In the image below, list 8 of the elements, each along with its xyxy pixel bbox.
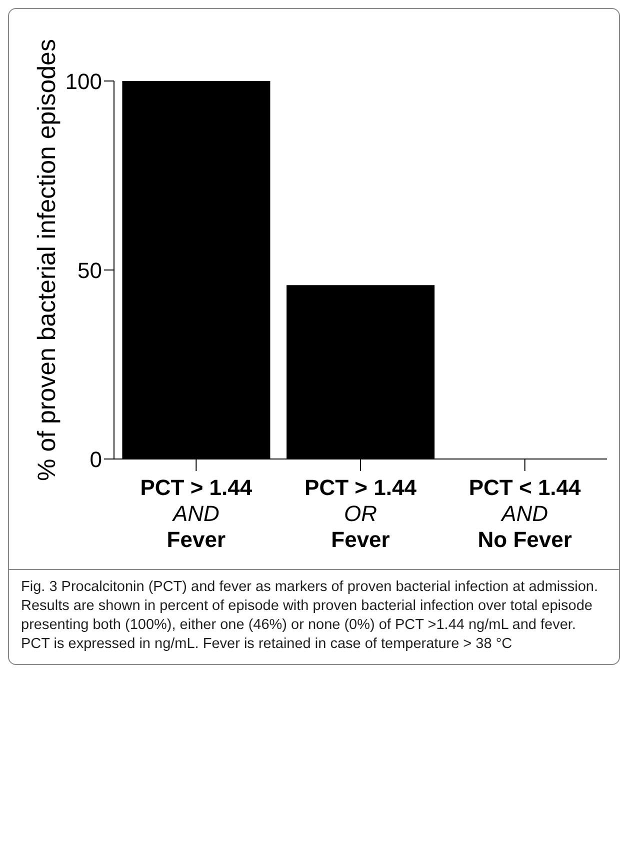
y-tick-label: 100 [65,68,102,94]
y-axis-title: % of proven bacterial infection episodes [33,39,61,481]
x-tick-label: PCT > 1.44 OR Fever [304,475,418,552]
x-tick-label: PCT < 1.44 AND No Fever [468,475,582,552]
x-tick-label: PCT > 1.44 AND Fever [140,475,253,552]
caption: Fig. 3 Procalcitonin (PCT) and fever as markers of proven bacterial infection at admission. Results are shown in percent of episode with proven bacterial infection over total episode presenting both (100%), either one (46%) or none (0%) of PCT >1.44 ng/mL and fever. PCT is expressed in ng/mL. Fever is retained in case of temperature > 38 °C [21,578,600,654]
y-tick-label: 0 [90,446,102,472]
y-tick-label: 50 [78,258,102,283]
